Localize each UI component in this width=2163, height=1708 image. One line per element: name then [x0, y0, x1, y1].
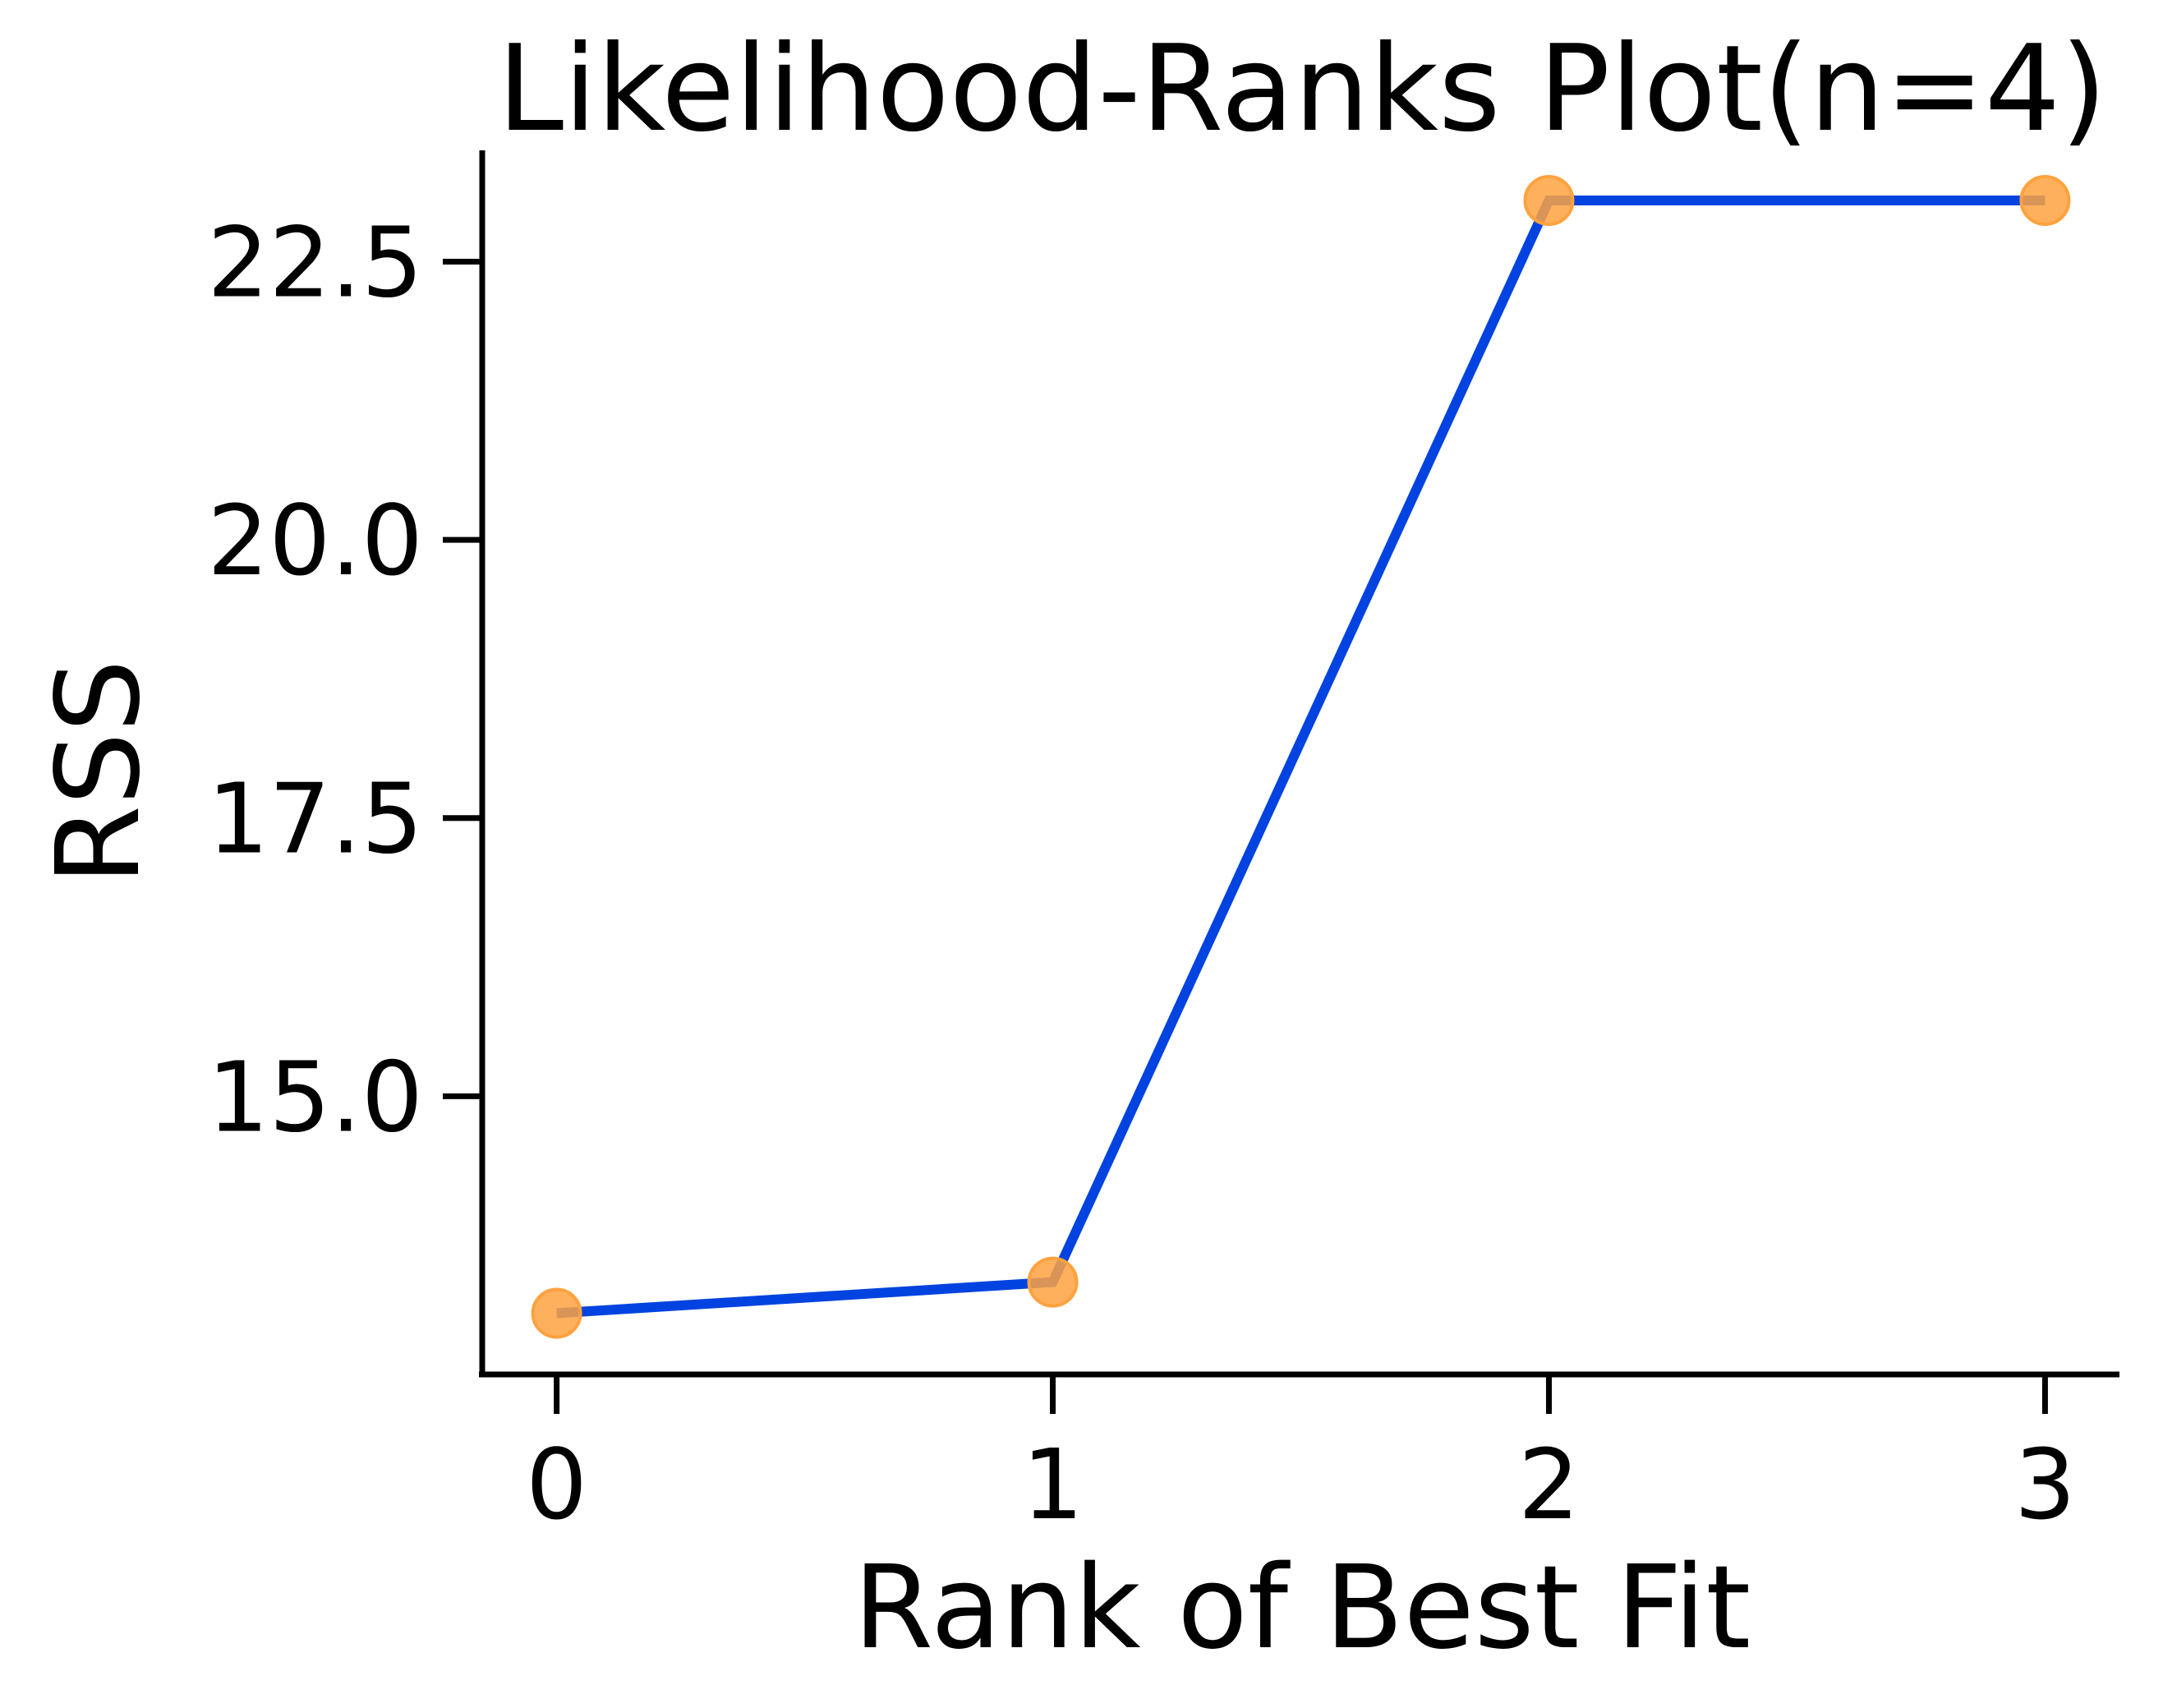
x-tick-label: 3 — [2014, 1428, 2076, 1541]
x-tick-label: 2 — [1518, 1428, 1580, 1541]
x-axis-label: Rank of Best Fit — [854, 1541, 1751, 1675]
x-ticks: 0 1 2 3 — [526, 1374, 2076, 1541]
y-tick-label: 17.5 — [207, 762, 423, 876]
y-tick-label: 15.0 — [207, 1040, 423, 1153]
x-tick-label: 0 — [526, 1428, 587, 1541]
data-point — [531, 1287, 582, 1339]
y-tick-label: 20.0 — [207, 484, 423, 597]
y-axis-label: RSS — [32, 659, 166, 885]
x-tick-label: 1 — [1022, 1428, 1084, 1541]
series-lines — [556, 195, 2046, 1319]
chart-title: Likelihood-Ranks Plot(n=4) — [497, 20, 2106, 159]
series-points — [531, 174, 2071, 1339]
series-line — [556, 195, 2046, 1319]
data-point — [1523, 174, 1575, 226]
data-point — [1027, 1256, 1079, 1308]
data-point — [2019, 174, 2071, 226]
y-ticks: 15.0 17.5 20.0 22.5 — [207, 205, 482, 1153]
y-tick-label: 22.5 — [207, 205, 423, 319]
